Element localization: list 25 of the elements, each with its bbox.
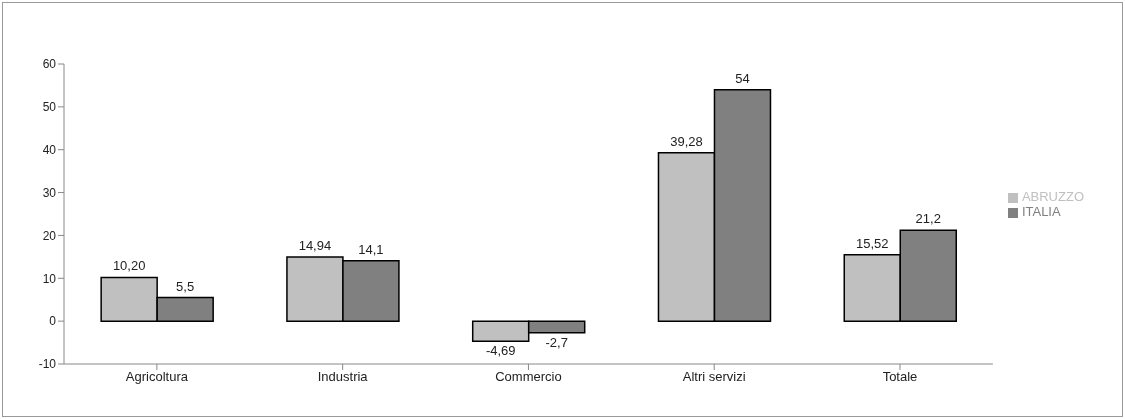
data-label: 21,2 xyxy=(915,211,941,227)
data-label: -2,7 xyxy=(545,334,568,350)
y-tick-label: 40 xyxy=(42,142,57,157)
y-tick-label: -10 xyxy=(38,357,57,372)
data-label: 14,1 xyxy=(358,241,384,257)
y-tick-label: 50 xyxy=(42,100,57,115)
y-tick-label: 60 xyxy=(42,57,57,72)
data-label: 39,28 xyxy=(670,133,703,149)
data-label: -4,69 xyxy=(485,343,516,359)
data-label: 15,52 xyxy=(855,235,889,251)
y-tick-label: 20 xyxy=(42,228,57,243)
x-tick-label: Commercio xyxy=(495,369,562,385)
x-tick-label: Industria xyxy=(317,369,369,385)
x-tick-label: Totale xyxy=(882,369,918,385)
x-tick-label: Altri servizi xyxy=(682,369,746,385)
data-label: 5,5 xyxy=(176,278,195,294)
legend-label: ITALIA xyxy=(1021,204,1061,219)
data-label: 14,94 xyxy=(298,238,332,254)
x-tick-label: Agricoltura xyxy=(125,369,189,385)
data-label: 54 xyxy=(735,70,750,86)
legend-label: ABRUZZO xyxy=(1021,189,1084,204)
y-tick-label: 0 xyxy=(49,314,57,329)
y-tick-label: 10 xyxy=(42,271,57,286)
data-label: 10,20 xyxy=(112,258,146,274)
y-tick-label: 30 xyxy=(42,185,57,200)
